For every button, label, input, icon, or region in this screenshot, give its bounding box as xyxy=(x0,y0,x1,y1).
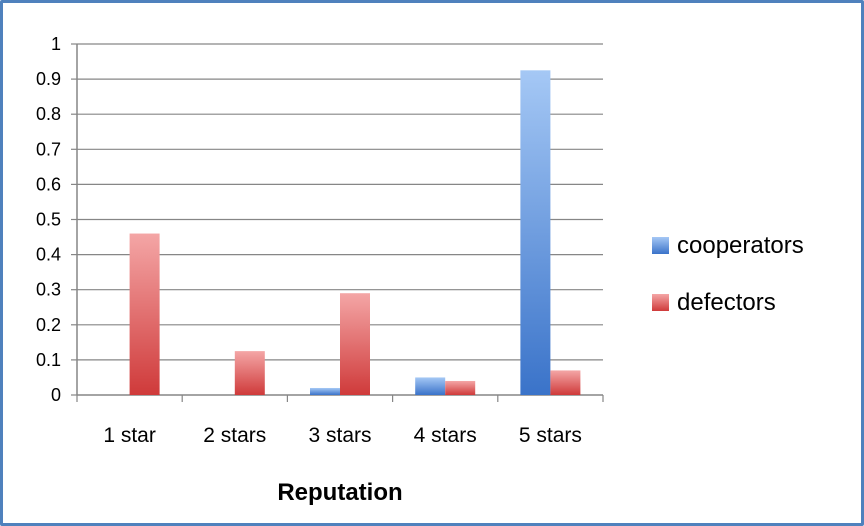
y-tick-label: 0.3 xyxy=(36,280,61,300)
x-tick-label: 5 stars xyxy=(519,424,582,447)
y-tick-label: 0.2 xyxy=(36,315,61,335)
x-tick-label: 3 stars xyxy=(308,424,371,447)
y-tick-label: 0.6 xyxy=(36,174,61,194)
bar-defectors xyxy=(445,380,476,395)
legend-swatch-defectors xyxy=(652,294,669,311)
y-tick-label: 0.8 xyxy=(36,104,61,124)
y-tick-label: 0.9 xyxy=(36,69,61,89)
bars xyxy=(129,70,581,395)
bar-defectors xyxy=(234,351,265,395)
legend-label-defectors: defectors xyxy=(677,289,776,316)
x-tick-labels: 1 star 2 stars 3 stars 4 stars 5 stars xyxy=(103,424,582,447)
y-tick-label: 0.7 xyxy=(36,139,61,159)
bar-defectors xyxy=(550,370,581,395)
gridlines xyxy=(71,43,603,396)
bar-cooperators xyxy=(310,387,340,395)
y-tick-label: 0.4 xyxy=(36,245,61,265)
bar-defectors xyxy=(129,233,160,395)
legend: cooperators defectors xyxy=(652,232,804,316)
bar-defectors xyxy=(340,293,370,395)
y-tick-label: 0.5 xyxy=(36,210,61,230)
x-tick-label: 4 stars xyxy=(414,424,477,447)
x-tick-label: 1 star xyxy=(103,424,156,447)
bar-cooperators xyxy=(415,377,446,395)
y-tick-label: 0 xyxy=(51,385,61,405)
y-tick-labels: 0 0.1 0.2 0.3 0.4 0.5 0.6 0.7 0.8 0.9 1 xyxy=(36,34,61,405)
x-tick-label: 2 stars xyxy=(203,424,266,447)
y-tick-label: 1 xyxy=(51,34,61,54)
legend-swatch-cooperators xyxy=(652,237,669,254)
x-axis-title: Reputation xyxy=(277,479,402,506)
y-tick-label: 0.1 xyxy=(36,350,61,370)
bar-cooperators xyxy=(520,70,551,395)
legend-label-cooperators: cooperators xyxy=(677,232,804,259)
